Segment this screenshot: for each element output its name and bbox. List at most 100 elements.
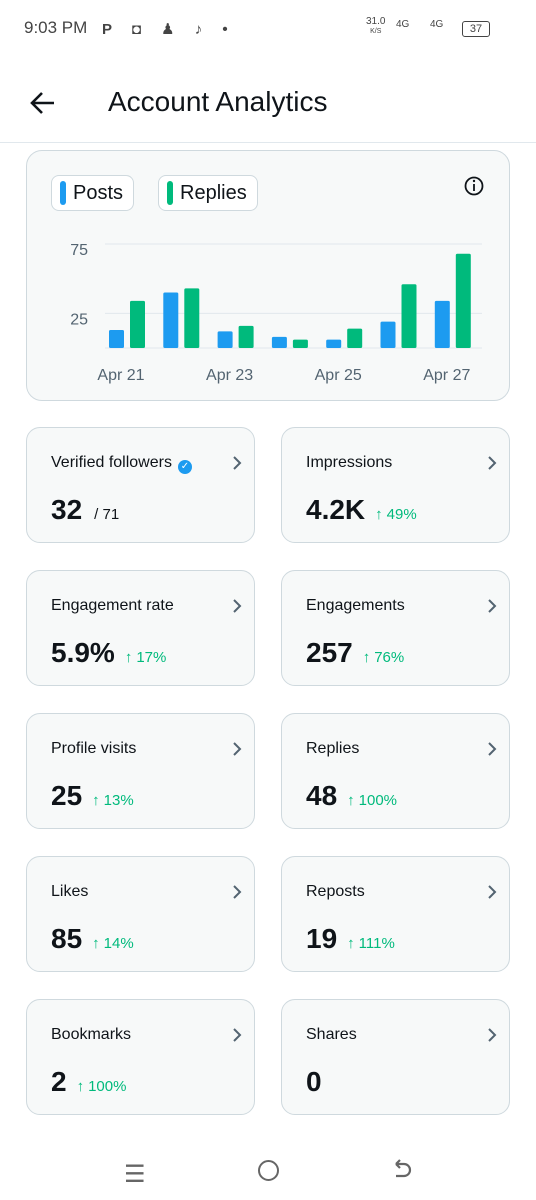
card-change: ↑ 100% [347,792,397,809]
bar [380,321,396,348]
nav-back[interactable] [390,1158,414,1182]
bar [217,331,233,348]
card-label-text: Profile visits [51,740,137,757]
chart: 25 75 Apr 21 Apr 23 Apr 25 Apr 27 [70,176,484,384]
x-tick-label: Apr 21 [97,367,144,384]
card-value-text: 0 [306,1066,322,1097]
card-change: ↑ 111% [347,935,395,952]
card-value-text: 5.9% [51,637,115,668]
chevron [487,884,497,905]
y-tick-label: 75 [70,242,88,259]
card-value-text: 257 [306,637,353,668]
status-speed: 31.0 K/S [366,17,385,37]
bar [109,329,124,348]
card-value-text: 19 [306,923,338,954]
nav-menu[interactable]: ☰ [124,1161,146,1188]
bar [271,336,287,348]
chevron [232,884,242,905]
bar [238,325,254,348]
card-label-text: Shares [306,1026,357,1043]
card-label: Verified followers ✓ [51,454,192,474]
card-total: / 71 [94,506,120,523]
card-value: 32 / 71 [51,494,119,526]
metric-card[interactable]: Impressions 4.2K ↑ 49% [281,427,510,543]
card-change-text: 100% [358,792,398,809]
legend-swatch [167,181,173,205]
card-change-text: 13% [103,792,134,809]
card-label-text: Reposts [306,883,365,900]
legend-label: Posts [73,181,124,204]
network: 4G [430,19,444,30]
card-value: 4.2K ↑ 49% [306,494,417,526]
bar [292,339,308,348]
card-change: ↑ 76% [363,649,405,666]
card-change-text: 76% [374,649,405,666]
speed-unit: K/S [370,28,382,35]
chevron [487,741,497,762]
up-arrow: ↑ [76,1078,85,1095]
metric-card[interactable]: Bookmarks 2 ↑ 100% [26,999,255,1115]
bar [347,328,363,348]
metric-card[interactable]: Verified followers ✓ 32 / 71 [26,427,255,543]
bar [434,300,450,348]
chevron [487,598,497,619]
card-label: Replies [306,740,359,758]
card-label: Shares [306,1026,357,1044]
card-label: Bookmarks [51,1026,131,1044]
card-change-text: 49% [386,506,417,523]
bar [130,300,145,348]
metric-card[interactable]: Profile visits 25 ↑ 13% [26,713,255,829]
bar [326,339,342,348]
status-icons: P ◘ ♟ ♪ • [102,21,236,38]
network: 4G [396,19,410,30]
card-change-text: 111% [358,935,395,952]
up-arrow: ↑ [347,935,355,952]
verified-badge: ✓ [177,460,192,474]
divider [0,142,536,143]
card-value: 25 ↑ 13% [51,780,134,812]
bar [163,292,179,348]
card-label: Impressions [306,454,392,472]
back-button[interactable] [28,88,58,118]
card-label-text: Impressions [306,454,393,471]
legend-item[interactable]: Replies [158,175,258,211]
card-label: Profile visits [51,740,136,758]
y-tick-label: 25 [70,312,88,329]
metric-card[interactable]: Engagement rate 5.9% ↑ 17% [26,570,255,686]
chevron [232,455,242,476]
card-change: ↑ 17% [125,649,167,666]
card-value-text: 4.2K [306,494,366,525]
up-arrow: ↑ [124,649,133,666]
nav-home[interactable] [258,1160,279,1181]
legend-item[interactable]: Posts [51,175,135,211]
legend-swatch [60,181,66,205]
battery: 37 [462,21,490,37]
metric-card[interactable]: Replies 48 ↑ 100% [281,713,510,829]
bar [455,253,471,348]
bar [401,284,417,348]
card-change: ↑ 49% [375,506,417,523]
up-arrow: ↑ [347,792,355,809]
card-label-text: Likes [51,883,89,900]
status-time: 9:03 PM [24,18,88,37]
legend-label: Replies [180,181,247,204]
card-label-text: Bookmarks [51,1026,132,1043]
chevron [487,455,497,476]
metric-card[interactable]: Shares 0 [281,999,510,1115]
card-value: 2 ↑ 100% [51,1066,126,1098]
up-arrow: ↑ [92,935,100,952]
metric-card[interactable]: Likes 85 ↑ 14% [26,856,255,972]
card-change-text: 14% [103,935,134,952]
card-value-text: 32 [51,494,83,525]
metric-card[interactable]: Engagements 257 ↑ 76% [281,570,510,686]
info-icon[interactable] [464,176,484,196]
up-arrow: ↑ [375,506,383,523]
up-arrow: ↑ [92,792,100,809]
card-label-text: Replies [306,740,360,757]
card-label: Engagement rate [51,597,174,615]
card-label-text: Engagements [306,597,405,614]
card-change-text: 17% [136,649,167,666]
metric-card[interactable]: Reposts 19 ↑ 111% [281,856,510,972]
x-tick-label: Apr 23 [206,367,253,384]
